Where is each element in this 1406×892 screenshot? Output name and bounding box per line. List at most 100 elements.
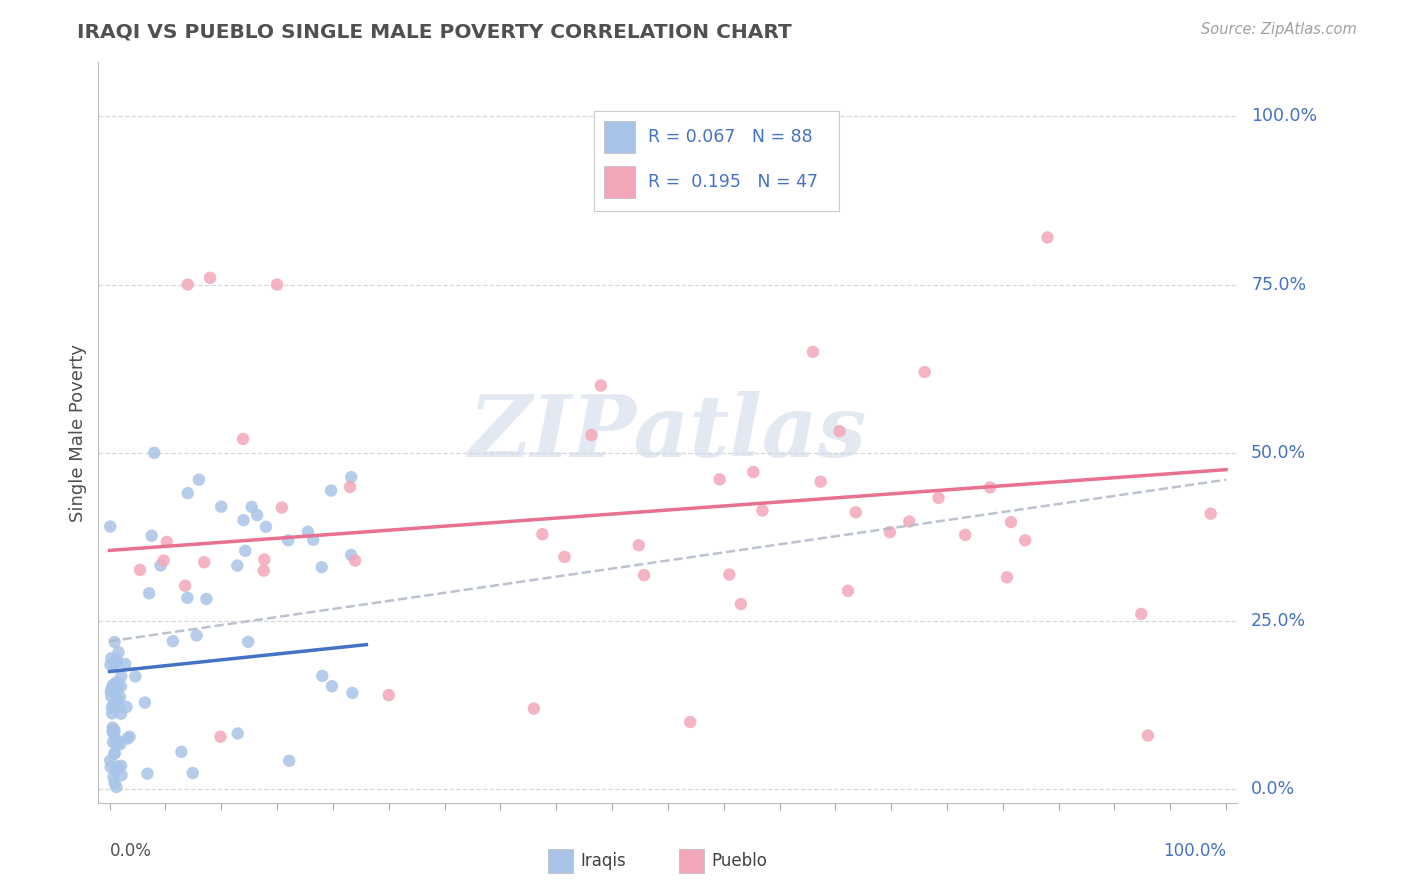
Point <box>108 690 131 704</box>
Point <box>311 669 333 683</box>
Point <box>103 657 125 672</box>
Point <box>751 503 773 517</box>
Point <box>141 529 163 543</box>
Point <box>149 558 172 573</box>
Point <box>928 491 950 505</box>
Point <box>117 731 139 746</box>
Point <box>104 776 127 790</box>
Point <box>174 579 197 593</box>
Point <box>270 500 292 515</box>
Point <box>107 694 129 708</box>
Point <box>810 475 832 489</box>
Point <box>226 558 249 573</box>
Point <box>278 754 301 768</box>
Point <box>107 734 129 748</box>
Point <box>321 483 343 498</box>
Point <box>101 681 124 696</box>
Point <box>232 513 254 527</box>
Point <box>104 683 127 698</box>
Point <box>101 678 124 692</box>
Point <box>177 277 200 292</box>
Point <box>103 725 125 739</box>
Point <box>1199 507 1222 521</box>
Point <box>845 505 868 519</box>
Point <box>100 684 122 698</box>
Point <box>240 500 263 514</box>
Point <box>134 696 156 710</box>
Point <box>101 724 124 739</box>
Point <box>837 583 859 598</box>
Point <box>101 735 124 749</box>
Point <box>104 682 127 697</box>
Point <box>103 698 125 712</box>
Point <box>105 653 128 667</box>
Point <box>209 730 232 744</box>
Point <box>302 533 325 547</box>
FancyBboxPatch shape <box>679 849 704 873</box>
Point <box>344 553 367 567</box>
Point <box>730 597 752 611</box>
Point <box>186 628 208 642</box>
Point <box>100 690 122 704</box>
Point <box>98 519 121 533</box>
Point <box>266 277 288 292</box>
Point <box>129 563 152 577</box>
Point <box>995 570 1018 584</box>
Point <box>340 470 363 484</box>
Point <box>110 759 132 773</box>
Point <box>340 548 363 562</box>
Point <box>1136 729 1159 743</box>
Text: Iraqis: Iraqis <box>581 852 626 871</box>
Point <box>718 567 741 582</box>
Point <box>187 473 209 487</box>
Point <box>246 508 269 522</box>
Point <box>193 555 215 569</box>
Point <box>101 723 124 738</box>
Y-axis label: Single Male Poverty: Single Male Poverty <box>69 343 87 522</box>
Point <box>297 524 319 539</box>
Point <box>342 686 364 700</box>
Point <box>152 553 174 567</box>
Text: 100.0%: 100.0% <box>1163 842 1226 860</box>
Point <box>104 730 127 744</box>
Point <box>589 378 612 392</box>
Point <box>523 701 546 715</box>
Point <box>100 651 122 665</box>
Point <box>238 635 260 649</box>
Point <box>104 746 127 760</box>
Point <box>209 500 232 514</box>
Point <box>709 472 731 486</box>
Point <box>170 745 193 759</box>
Point <box>118 730 141 744</box>
Point <box>156 535 179 549</box>
Point <box>101 721 124 735</box>
Point <box>898 515 921 529</box>
Point <box>105 656 128 670</box>
Point <box>377 688 399 702</box>
Point <box>105 763 128 777</box>
Point <box>107 645 129 659</box>
Point <box>101 700 124 714</box>
Point <box>311 560 333 574</box>
Point <box>581 428 603 442</box>
Point <box>232 432 254 446</box>
Point <box>742 465 765 479</box>
Point <box>253 564 276 578</box>
Point <box>828 424 851 438</box>
Point <box>110 669 132 683</box>
FancyBboxPatch shape <box>548 849 574 873</box>
Point <box>321 679 343 693</box>
Point <box>107 700 129 714</box>
Point <box>553 549 575 564</box>
Point <box>103 683 125 698</box>
Point <box>979 480 1001 494</box>
Point <box>531 527 554 541</box>
Text: 50.0%: 50.0% <box>1251 444 1306 462</box>
Point <box>679 714 702 729</box>
Point <box>110 737 132 751</box>
Point <box>105 675 128 690</box>
Text: 0.0%: 0.0% <box>110 842 152 860</box>
Point <box>103 747 125 761</box>
Point <box>1014 533 1036 548</box>
Point <box>233 544 256 558</box>
